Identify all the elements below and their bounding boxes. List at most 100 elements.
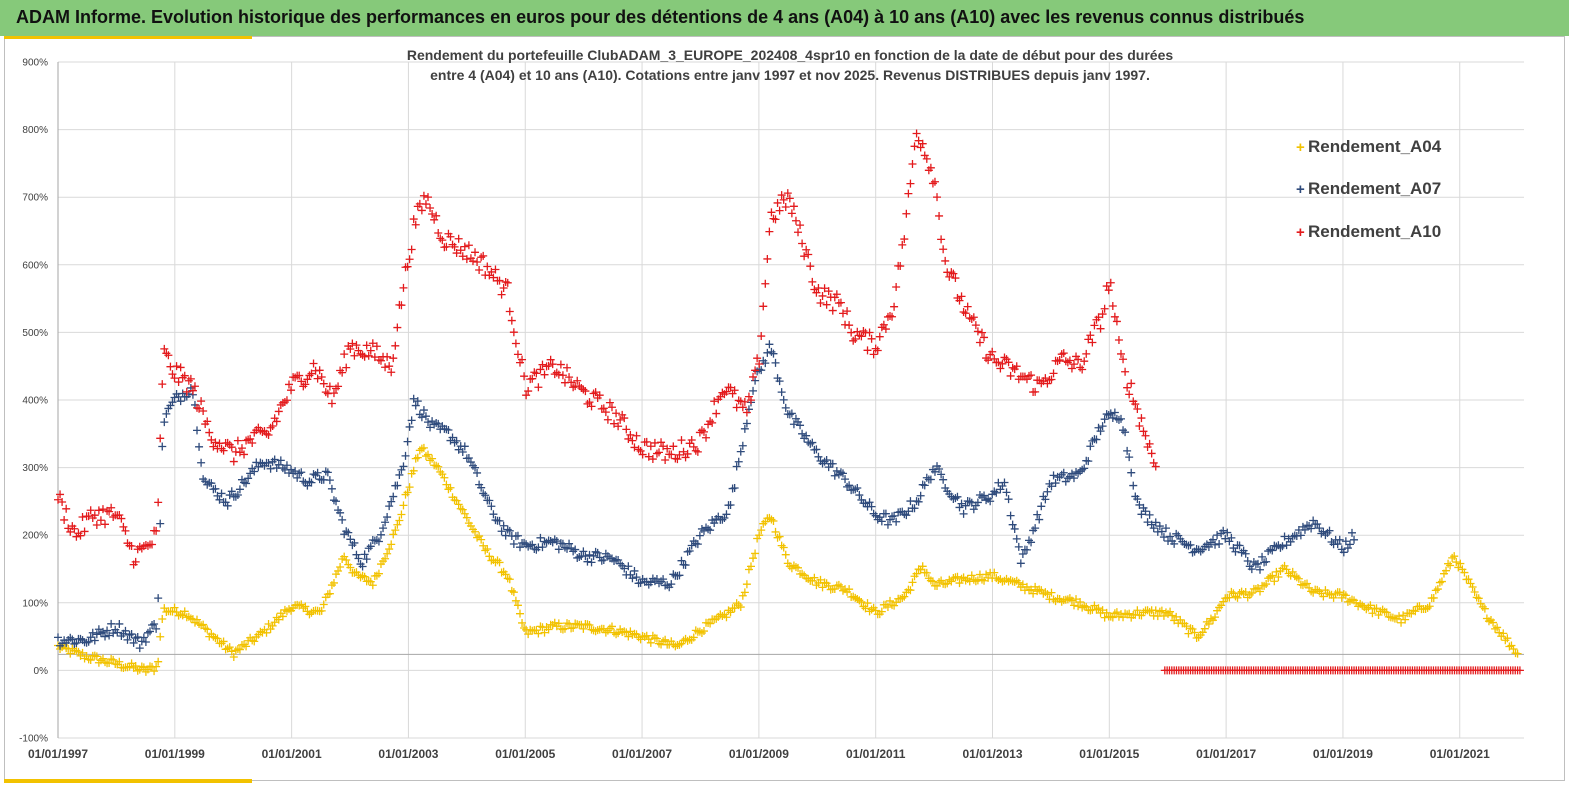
mark-rendement_a04: [867, 605, 876, 614]
mark-rendement_a07: [883, 520, 892, 529]
mark-rendement_a07: [1231, 547, 1240, 556]
mark-rendement_a04: [836, 582, 845, 591]
mark-rendement_a10: [160, 344, 169, 353]
mark-rendement_a07: [242, 479, 251, 488]
mark-rendement_a07: [250, 467, 259, 476]
mark-rendement_a04: [1225, 593, 1234, 602]
mark-rendement_a04: [444, 485, 453, 494]
mark-rendement_a04: [1031, 582, 1040, 591]
mark-rendement_a10: [675, 450, 684, 459]
mark-rendement_a10: [691, 446, 700, 455]
mark-rendement_a10: [303, 375, 312, 384]
mark-rendement_a07: [693, 540, 702, 549]
mark-rendement_a10: [791, 216, 800, 225]
mark-rendement_a10: [773, 198, 782, 207]
mark-rendement_a07: [86, 633, 95, 642]
mark-rendement_a07: [168, 398, 177, 407]
mark-rendement_a04: [912, 569, 921, 578]
mark-rendement_a07: [145, 627, 154, 636]
mark-rendement_a10: [601, 408, 610, 417]
mark-rendement_a10: [1123, 383, 1132, 392]
mark-rendement_a04: [325, 589, 334, 598]
mark-rendement_a10: [928, 179, 937, 188]
mark-rendement_a07: [1008, 520, 1017, 529]
mark-rendement_a04: [264, 620, 273, 629]
mark-rendement_a04: [1315, 587, 1324, 596]
x-tick-label: 01/01/2003: [378, 747, 438, 761]
mark-rendement_a07: [1278, 542, 1287, 551]
mark-rendement_a04: [834, 580, 843, 589]
mark-rendement_a07: [244, 474, 253, 483]
mark-rendement_a07: [855, 491, 864, 500]
mark-rendement_a07: [720, 513, 729, 522]
mark-rendement_a07: [424, 418, 433, 427]
mark-rendement_a04: [262, 628, 271, 637]
mark-rendement_a10: [914, 136, 923, 145]
mark-rendement_a07: [103, 626, 112, 635]
mark-rendement_a07: [726, 501, 735, 510]
mark-rendement_a07: [951, 494, 960, 503]
mark-rendement_a10: [603, 415, 612, 424]
mark-rendement_a04: [755, 531, 764, 540]
mark-rendement_a10: [726, 383, 735, 392]
mark-rendement_a10: [507, 316, 516, 325]
mark-rendement_a07: [1247, 565, 1256, 574]
mark-rendement_a04: [781, 550, 790, 559]
mark-rendement_a04: [368, 581, 377, 590]
mark-rendement_a04: [1368, 609, 1377, 618]
mark-rendement_a04: [646, 638, 655, 647]
mark-rendement_a10: [1112, 317, 1121, 326]
mark-rendement_a04: [1495, 628, 1504, 637]
mark-rendement_a04: [1341, 591, 1350, 600]
mark-rendement_a10: [730, 386, 739, 395]
mark-rendement_a10: [812, 288, 821, 297]
mark-rendement_a04: [759, 519, 768, 528]
mark-rendement_a07: [1157, 527, 1166, 536]
mark-rendement_a04: [861, 604, 870, 613]
mark-rendement_a10: [358, 351, 367, 360]
mark-rendement_a07: [1125, 453, 1134, 462]
mark-rendement_a10: [235, 448, 244, 457]
mark-rendement_a10: [1059, 349, 1068, 358]
mark-rendement_a04: [1372, 604, 1381, 613]
mark-rendement_a10: [871, 344, 880, 353]
mark-rendement_a10: [867, 334, 876, 343]
mark-rendement_a07: [158, 442, 167, 451]
mark-rendement_a10: [399, 283, 408, 292]
mark-rendement_a07: [387, 497, 396, 506]
mark-rendement_a04: [1200, 624, 1209, 633]
mark-rendement_a07: [959, 509, 968, 518]
mark-rendement_a07: [354, 554, 363, 563]
mark-rendement_a04: [614, 629, 623, 638]
mark-rendement_a10: [491, 265, 500, 274]
mark-rendement_a10: [513, 350, 522, 359]
mark-rendement_a04: [1090, 601, 1099, 610]
legend-label-a04: Rendement_A04: [1308, 137, 1442, 156]
mark-rendement_a07: [1069, 474, 1078, 483]
mark-rendement_a04: [769, 516, 778, 525]
mark-rendement_a10: [1008, 363, 1017, 372]
mark-rendement_a04: [334, 567, 343, 576]
mark-rendement_a10: [127, 542, 136, 551]
mark-rendement_a10: [1100, 304, 1109, 313]
mark-rendement_a10: [301, 380, 310, 389]
mark-rendement_a07: [992, 488, 1001, 497]
mark-rendement_a04: [1294, 574, 1303, 583]
mark-rendement_a10: [501, 277, 510, 286]
mark-rendement_a04: [900, 592, 909, 601]
axes: [57, 62, 1524, 738]
mark-rendement_a07: [1333, 540, 1342, 549]
mark-rendement_a07: [88, 628, 97, 637]
mark-rendement_a07: [409, 394, 418, 403]
mark-rendement_a10: [965, 314, 974, 323]
mark-rendement_a04: [156, 632, 165, 641]
mark-rendement_a04: [397, 510, 406, 519]
y-tick-label: 900%: [22, 58, 48, 69]
mark-rendement_a04: [1288, 567, 1297, 576]
mark-rendement_a10: [385, 362, 394, 371]
mark-rendement_a10_zero_tail: [1515, 666, 1524, 675]
mark-rendement_a07: [471, 463, 480, 472]
mark-rendement_a10: [307, 369, 316, 378]
mark-rendement_a04: [360, 572, 369, 581]
mark-rendement_a07: [565, 539, 574, 548]
